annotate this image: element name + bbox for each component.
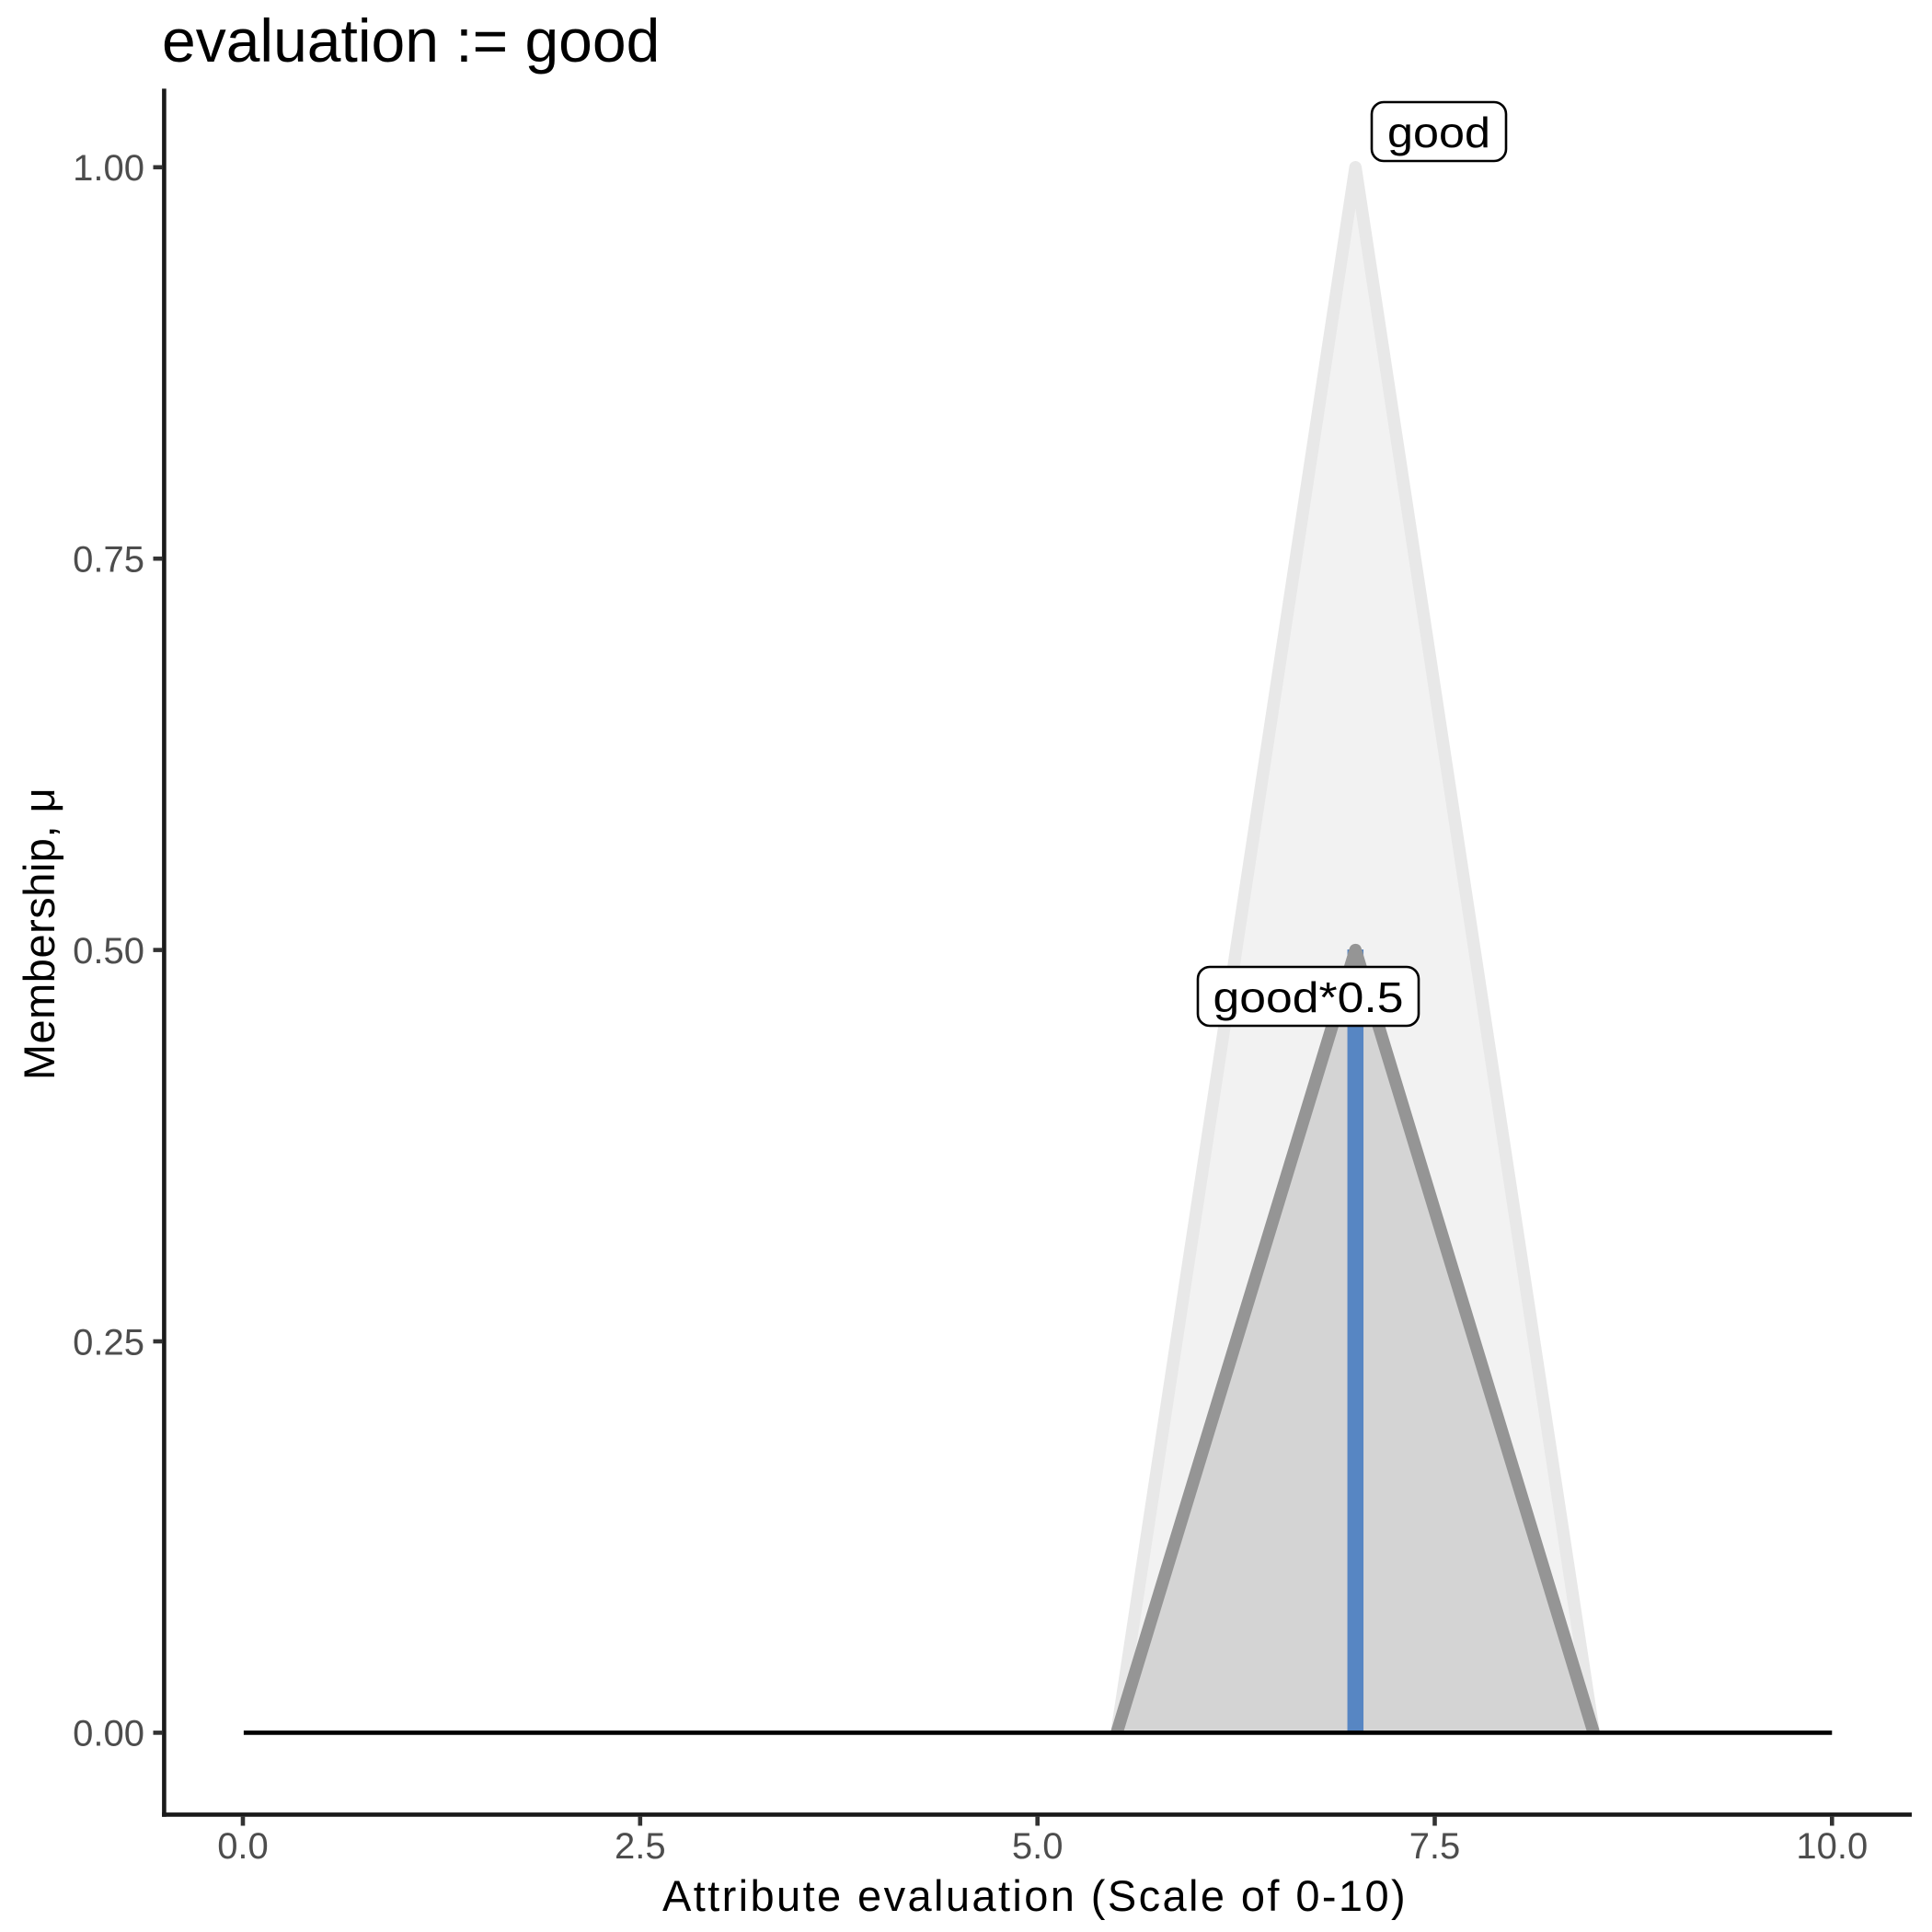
svg-text:0.50: 0.50 [73,931,144,972]
svg-text:Membership, μ: Membership, μ [15,788,63,1080]
svg-text:0.25: 0.25 [73,1322,144,1363]
svg-text:0.75: 0.75 [73,540,144,581]
svg-text:evaluation := good: evaluation := good [162,6,660,75]
svg-text:good: good [1387,109,1490,156]
svg-text:5.0: 5.0 [1012,1826,1064,1867]
svg-text:0.0: 0.0 [217,1826,269,1867]
svg-text:Attribute evaluation (Scale of: Attribute evaluation (Scale of 0-10) [662,1871,1408,1920]
svg-text:1.00: 1.00 [73,148,144,189]
svg-text:7.5: 7.5 [1409,1826,1461,1867]
svg-text:10.0: 10.0 [1796,1826,1868,1867]
svg-text:2.5: 2.5 [615,1826,666,1867]
svg-text:good*0.5: good*0.5 [1213,973,1404,1021]
svg-text:0.00: 0.00 [73,1714,144,1754]
